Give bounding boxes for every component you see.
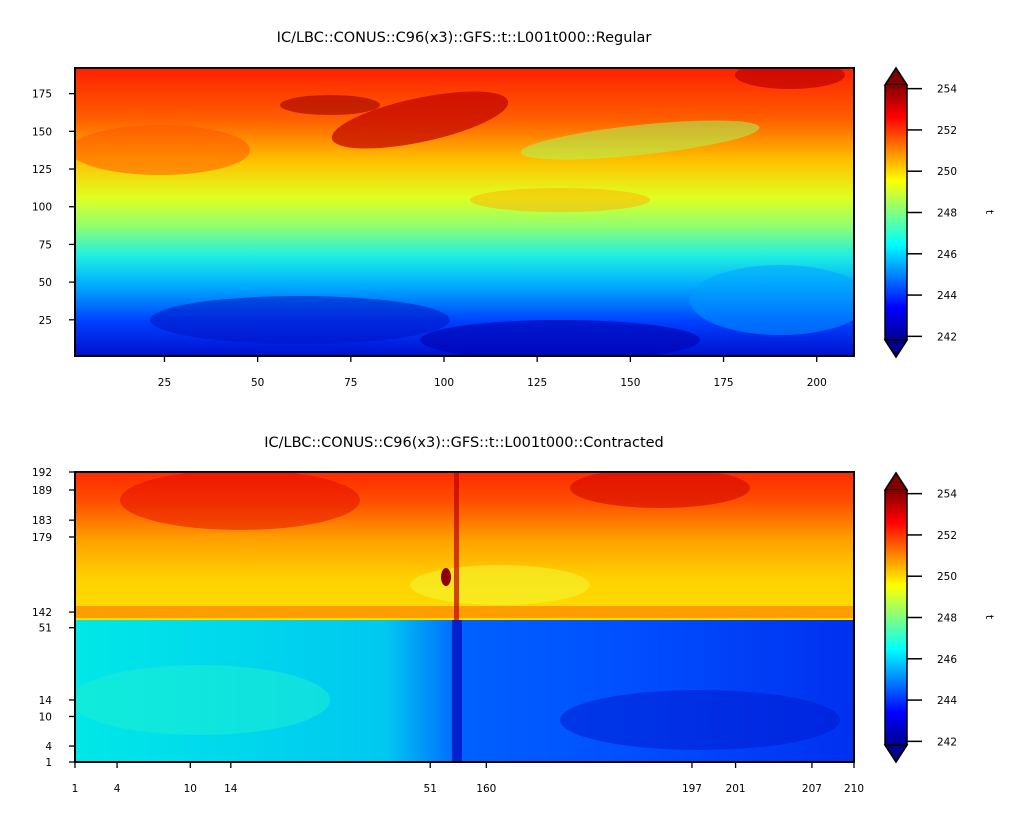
panel1-x-tick-label: 25 [158, 377, 171, 389]
panel2-x-tick-label: 197 [682, 783, 702, 795]
panel2-y-tick-label: 142 [32, 607, 52, 619]
panel2-title: IC/LBC::CONUS::C96(x3)::GFS::t::L001t000… [264, 435, 664, 451]
colorbar-tick-label: 248 [937, 613, 957, 625]
panel2-y-tick-label: 4 [45, 741, 52, 753]
panel2-x-tick-label: 4 [114, 783, 121, 795]
panel1-frame [74, 67, 855, 357]
panel2-colorbar-label: t [983, 615, 996, 620]
panel2-x-tick-label: 51 [424, 783, 437, 795]
colorbar-tick-label: 250 [937, 166, 957, 178]
colorbar-tick-label: 250 [937, 571, 957, 583]
panel2-y-tick-label: 14 [39, 695, 53, 707]
panel1-y-tick-label: 25 [39, 315, 52, 327]
panel1-heatmap [75, 68, 854, 356]
panel1-x-ticks: 25 50 75 100 125 150 175 200 [158, 356, 827, 389]
panel1-y-tick-label: 125 [32, 164, 52, 176]
panel1-x-tick-label: 75 [344, 377, 357, 389]
panel1-x-tick-label: 200 [807, 377, 827, 389]
panel1-x-tick-label: 150 [620, 377, 640, 389]
panel2-x-tick-label: 160 [476, 783, 496, 795]
panel2-y-tick-label: 189 [32, 485, 52, 497]
panel2-x-tick-label: 1 [72, 783, 79, 795]
panel1-y-tick-label: 175 [32, 89, 52, 101]
colorbar-tick-label: 252 [937, 125, 957, 137]
panel2-heatmap [75, 472, 854, 762]
panel2-colorbar: 242 244 246 248 250 252 254 t [883, 471, 996, 764]
panel1-colorbar-ticks: 242 244 246 248 250 252 254 [907, 84, 957, 343]
panel2-frame [74, 471, 855, 763]
panel2-x-ticks: 1 4 10 14 51 160 197 201 207 210 [72, 762, 864, 795]
panel2-x-tick-label: 14 [224, 783, 238, 795]
panel1-y-tick-label: 100 [32, 202, 52, 214]
panel2-y-tick-label: 179 [32, 532, 52, 544]
panel1-x-tick-label: 175 [714, 377, 734, 389]
colorbar-tick-label: 254 [937, 84, 957, 96]
panel2-y-tick-label: 192 [32, 467, 52, 479]
panel2-colorbar-ticks: 242 244 246 248 250 252 254 [907, 489, 957, 748]
panel1-y-tick-label: 75 [39, 239, 52, 251]
panel2-x-tick-label: 201 [726, 783, 746, 795]
panel1-x-tick-label: 100 [434, 377, 454, 389]
panel1-y-ticks: 25 50 75 100 125 150 175 [32, 89, 75, 327]
panel2-y-tick-label: 51 [39, 623, 52, 635]
panel2-y-tick-label: 10 [39, 711, 52, 723]
panel2-x-tick-label: 210 [844, 783, 864, 795]
colorbar-tick-label: 252 [937, 530, 957, 542]
colorbar-tick-label: 246 [937, 249, 957, 261]
colorbar-tick-label: 248 [937, 208, 957, 220]
panel1-y-tick-label: 50 [39, 277, 52, 289]
panel2-x-tick-label: 207 [802, 783, 822, 795]
panel1-title: IC/LBC::CONUS::C96(x3)::GFS::t::L001t000… [277, 30, 652, 46]
colorbar-tick-label: 242 [937, 331, 957, 343]
colorbar-tick-label: 244 [937, 695, 957, 707]
panel1-colorbar-label: t [983, 210, 996, 215]
panel2-x-tick-label: 10 [184, 783, 197, 795]
colorbar-tick-label: 246 [937, 654, 957, 666]
panel1-y-tick-label: 150 [32, 126, 52, 138]
colorbar-tick-label: 254 [937, 489, 957, 501]
colorbar-tick-label: 244 [937, 290, 957, 302]
panel1-x-tick-label: 125 [527, 377, 547, 389]
panel1-colorbar: 242 244 246 248 250 252 254 t [883, 66, 996, 359]
colorbar-tick-label: 242 [937, 736, 957, 748]
panel2-y-tick-label: 1 [45, 757, 52, 769]
panel2-y-tick-label: 183 [32, 515, 52, 527]
panel1-x-tick-label: 50 [251, 377, 264, 389]
